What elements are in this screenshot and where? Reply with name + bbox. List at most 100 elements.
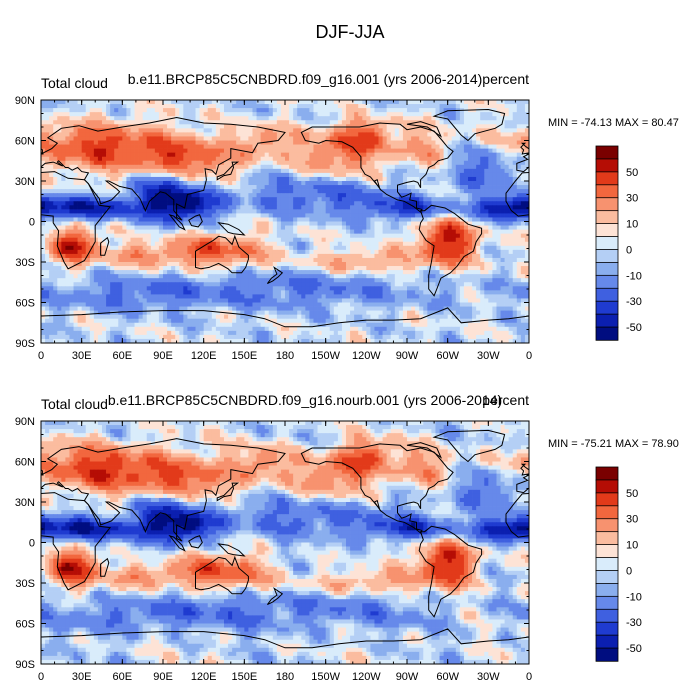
field-cell — [492, 168, 497, 174]
field-cell — [256, 116, 261, 121]
field-cell — [329, 229, 335, 234]
field-cell — [329, 257, 335, 263]
field-cell — [285, 262, 290, 267]
field-cell — [114, 245, 119, 251]
field-cell — [411, 201, 416, 206]
field-cell — [463, 148, 469, 153]
field-cell — [191, 233, 196, 239]
field-cell — [516, 249, 522, 255]
field-cell — [374, 217, 379, 222]
field-cell — [407, 100, 412, 105]
field-cell — [244, 156, 249, 162]
field-cell — [248, 172, 253, 178]
field-cell — [53, 205, 58, 210]
field-cell — [268, 233, 274, 239]
field-cell — [439, 164, 444, 170]
field-cell — [455, 124, 461, 129]
field-cell — [158, 148, 164, 153]
field-cell — [317, 233, 322, 239]
field-cell — [415, 209, 420, 214]
field-cell — [163, 152, 168, 158]
field-cell — [272, 176, 278, 182]
field-cell — [126, 140, 131, 145]
field-cell — [268, 181, 274, 186]
field-cell — [524, 193, 529, 198]
field-cell — [289, 160, 294, 166]
field-cell — [402, 221, 408, 226]
field-cell — [463, 237, 469, 243]
field-cell — [317, 209, 322, 214]
field-cell — [65, 128, 70, 133]
field-cell — [496, 181, 501, 186]
field-cell — [130, 221, 135, 226]
field-cell — [260, 225, 266, 230]
field-cell — [183, 241, 188, 247]
field-cell — [228, 253, 233, 259]
field-cell — [390, 108, 396, 113]
field-cell — [256, 225, 261, 230]
field-cell — [276, 140, 282, 145]
field-cell — [150, 197, 156, 202]
field-cell — [146, 197, 152, 202]
field-cell — [390, 116, 396, 121]
field-cell — [407, 172, 412, 178]
field-cell — [402, 112, 408, 117]
field-cell — [443, 262, 449, 267]
field-cell — [455, 197, 461, 202]
field-cell — [366, 245, 371, 251]
field-cell — [134, 229, 139, 234]
field-cell — [520, 237, 526, 243]
field-cell — [390, 140, 396, 145]
field-cell — [114, 209, 119, 214]
field-cell — [276, 144, 282, 149]
field-cell — [390, 144, 396, 149]
field-cell — [333, 128, 339, 133]
field-cell — [93, 148, 99, 153]
field-cell — [488, 136, 493, 141]
field-cell — [224, 257, 229, 263]
field-cell — [415, 104, 420, 109]
field-cell — [455, 241, 461, 247]
field-cell — [362, 116, 367, 121]
field-cell — [89, 108, 95, 113]
field-cell — [276, 104, 282, 109]
field-cell — [110, 156, 115, 162]
field-cell — [207, 176, 213, 182]
field-cell — [512, 100, 518, 105]
field-cell — [455, 225, 461, 230]
field-cell — [520, 249, 526, 255]
field-cell — [53, 172, 58, 178]
field-cell — [329, 266, 335, 271]
field-cell — [423, 140, 428, 145]
field-cell — [191, 201, 196, 206]
field-cell — [301, 112, 306, 117]
field-cell — [285, 241, 290, 247]
field-cell — [309, 257, 314, 263]
field-cell — [496, 217, 501, 222]
field-cell — [350, 172, 355, 178]
field-cell — [280, 213, 286, 218]
field-cell — [459, 148, 465, 153]
field-cell — [167, 112, 172, 117]
field-cell — [484, 257, 489, 263]
field-cell — [329, 152, 335, 158]
field-cell — [386, 156, 392, 162]
field-cell — [443, 201, 449, 206]
field-cell — [402, 185, 408, 190]
field-cell — [309, 172, 314, 178]
field-cell — [154, 185, 160, 190]
field-cell — [264, 160, 270, 166]
field-cell — [85, 128, 91, 133]
field-cell — [154, 193, 160, 198]
field-cell — [476, 201, 481, 206]
field-cell — [337, 205, 343, 210]
field-cell — [260, 100, 266, 105]
field-cell — [215, 160, 221, 166]
field-cell — [325, 100, 331, 105]
field-cell — [484, 104, 489, 109]
field-cell — [163, 164, 168, 170]
field-cell — [370, 181, 375, 186]
field-cell — [236, 100, 241, 105]
field-cell — [232, 120, 237, 125]
field-cell — [386, 132, 392, 137]
